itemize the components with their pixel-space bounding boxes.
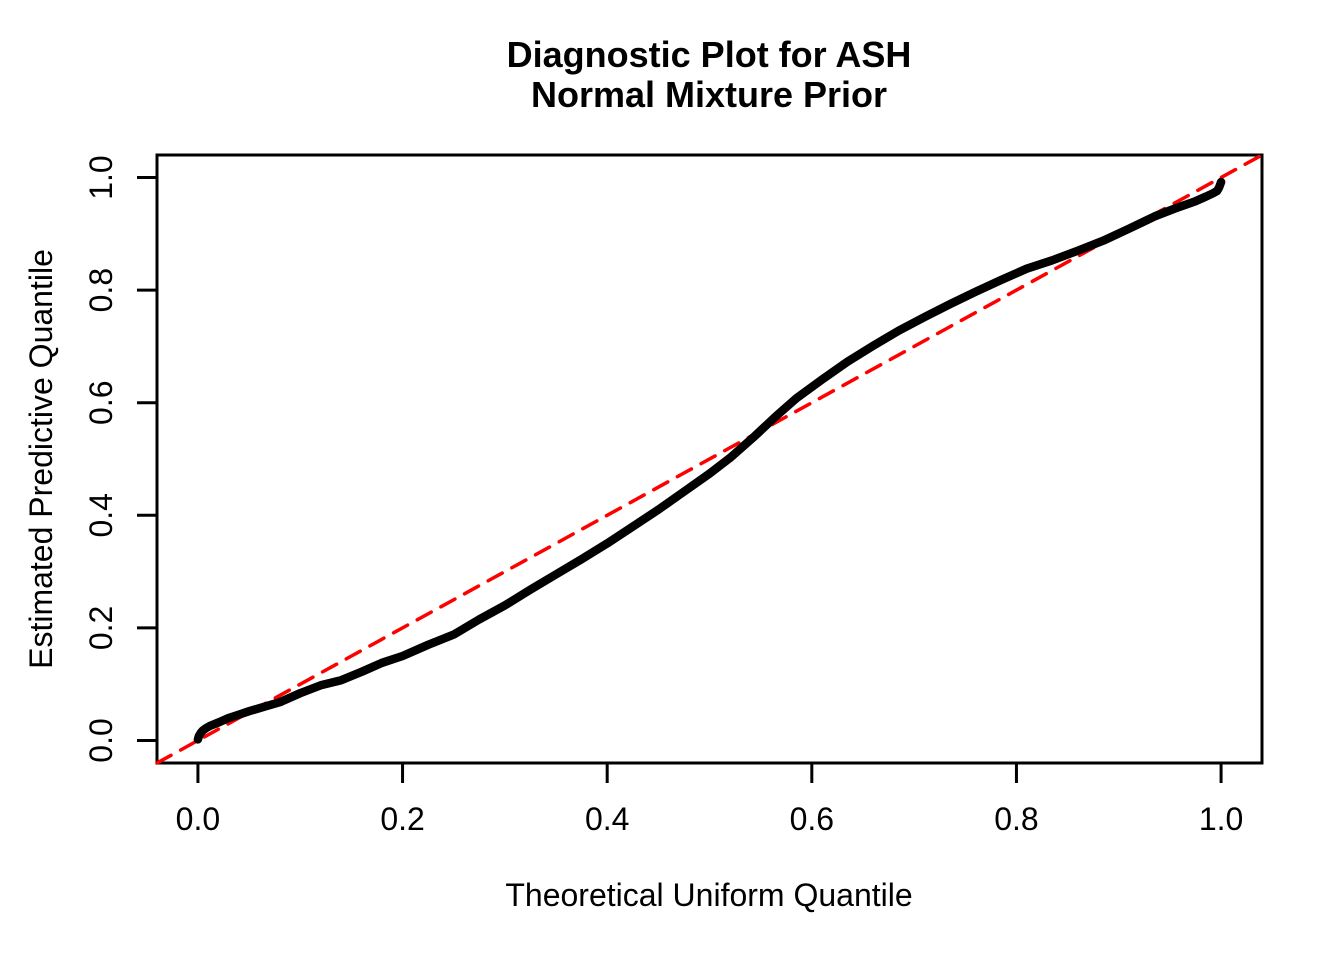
plot-title-line-2: Normal Mixture Prior	[531, 74, 887, 115]
plot-border	[155, 153, 1264, 765]
x-axis-title: Theoretical Uniform Quantile	[505, 877, 912, 913]
x-tick-label: 0.2	[380, 801, 424, 837]
y-tick-label: 0.6	[83, 380, 119, 424]
y-tick-label: 0.2	[83, 606, 119, 650]
x-tick-label: 0.4	[585, 801, 629, 837]
x-axis: 0.0 0.2 0.4 0.6 0.8 1.0	[176, 763, 1243, 837]
x-tick-label: 0.8	[994, 801, 1038, 837]
plot-series	[155, 153, 1264, 765]
y-tick-label: 0.0	[83, 718, 119, 762]
identity-reference-line	[155, 153, 1264, 765]
y-tick-label: 1.0	[83, 155, 119, 199]
estimated-predictive-quantile-curve	[193, 177, 1226, 744]
y-tick-label: 0.8	[83, 268, 119, 312]
x-tick-label: 0.0	[176, 801, 220, 837]
plot-title-line-1: Diagnostic Plot for ASH	[507, 34, 912, 75]
y-axis-title: Estimated Predictive Quantile	[23, 249, 59, 669]
x-tick-label: 0.6	[790, 801, 834, 837]
x-tick-label: 1.0	[1199, 801, 1243, 837]
y-tick-label: 0.4	[83, 493, 119, 537]
y-axis: 0.0 0.2 0.4 0.6 0.8 1.0	[83, 155, 157, 763]
